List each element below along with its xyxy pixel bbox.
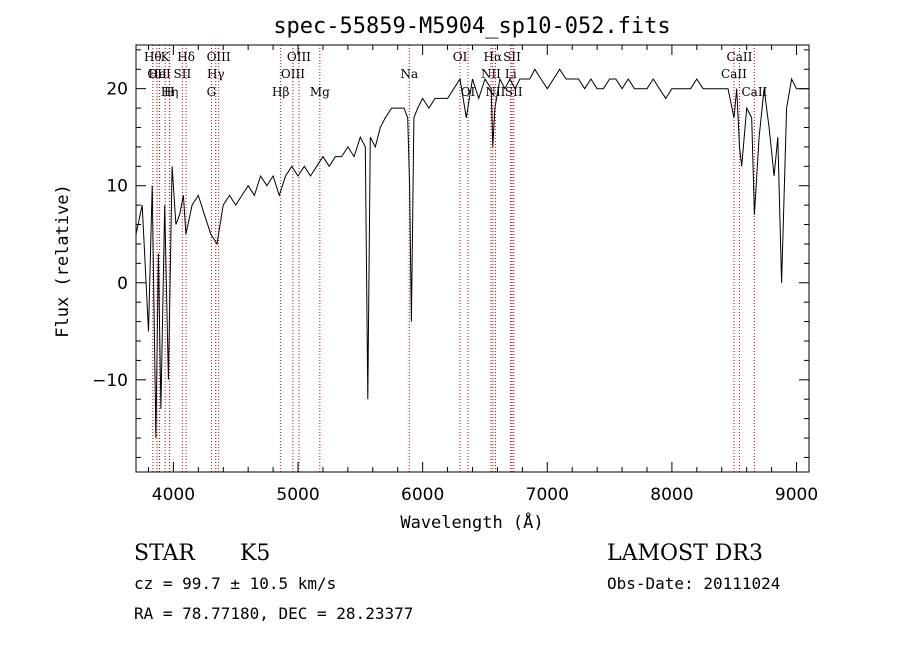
x-tick-label: 8000 <box>650 485 693 505</box>
spectral-line-label: OIII <box>287 50 311 64</box>
x-axis-label: Wavelength (Å) <box>400 511 543 533</box>
spectral-line-label: NII <box>485 85 505 99</box>
spectral-line-label: Hβ <box>272 85 289 99</box>
y-tick-label: −10 <box>92 371 128 391</box>
survey-name: LAMOST DR3 <box>607 541 763 566</box>
y-tick-label: 10 <box>106 177 128 197</box>
spectral-line-label: OIII <box>207 50 231 64</box>
spectral-line-label: Mg <box>310 85 330 99</box>
spectral-line-label: OIII <box>281 67 305 81</box>
spectral-line-label: CaII <box>741 85 767 99</box>
spectral-line-label: OI <box>461 85 476 99</box>
spectral-line-label: SII <box>503 50 521 64</box>
spectral-line-label: SII <box>174 67 192 81</box>
x-tick-label: 5000 <box>276 485 319 505</box>
spectral-line-label: Hθ <box>144 50 162 64</box>
spectral-line-label: HeI <box>148 67 171 81</box>
x-tick-label: 4000 <box>152 485 195 505</box>
spectral-line-label: SII <box>505 85 523 99</box>
object-class: STAR <box>134 541 196 566</box>
redshift-velocity: cz = 99.7 ± 10.5 km/s <box>134 574 336 593</box>
x-tick-label: 9000 <box>775 485 818 505</box>
spectral-line-label: Hη <box>161 85 179 99</box>
spectral-line-label: K <box>161 50 171 64</box>
spectral-line-label: OII <box>147 67 167 81</box>
spectral-line-label: CaII <box>727 50 753 64</box>
spectral-line-label: CaII <box>721 67 747 81</box>
y-axis-ticks: −10 0 10 20 <box>92 49 809 458</box>
spectral-line-label: OI <box>453 50 468 64</box>
plot-frame <box>135 44 810 473</box>
spectral-line-label: G <box>207 85 217 99</box>
sky-coordinates: RA = 78.77180, DEC = 28.23377 <box>134 604 413 623</box>
spectral-line-label: Hδ <box>177 50 195 64</box>
x-tick-label: 6000 <box>401 485 444 505</box>
y-tick-label: 20 <box>106 80 128 100</box>
spectrum-series-line <box>135 68 809 439</box>
chart-title: spec-55859-M5904_sp10-052.fits <box>273 14 670 39</box>
spectral-line-label: Hα <box>484 50 503 64</box>
spectral-line-label: Na <box>400 67 418 81</box>
observation-date: Obs-Date: 20111024 <box>607 574 780 593</box>
spectral-line-labels: HθOIIHeIHηKHSIIHδGHγOIIIHβOIIIOIIIMgNaOI… <box>144 50 768 99</box>
object-subclass: K5 <box>240 541 270 566</box>
spectral-line-label: NII <box>481 67 501 81</box>
x-tick-label: 7000 <box>526 485 569 505</box>
spectral-line-label: Hγ <box>207 67 225 81</box>
spectral-line-label: Li <box>505 67 517 81</box>
y-tick-label: 0 <box>117 274 128 294</box>
x-axis-ticks: 4000 5000 6000 7000 8000 9000 <box>147 45 818 505</box>
y-axis-label: Flux (relative) <box>53 184 73 338</box>
spectral-line-label: H <box>164 85 174 99</box>
spectral-lines-layer <box>152 45 755 472</box>
